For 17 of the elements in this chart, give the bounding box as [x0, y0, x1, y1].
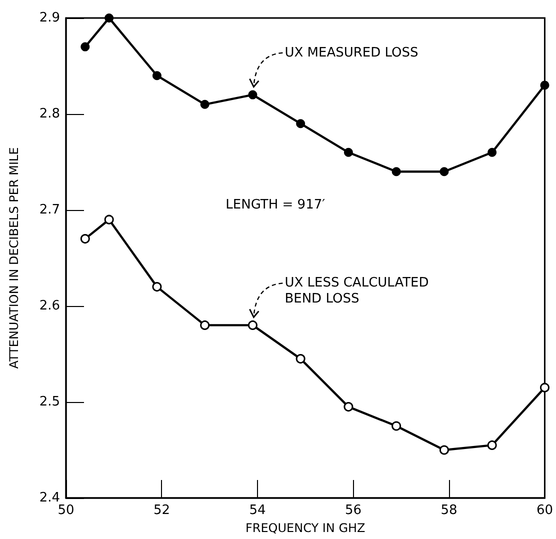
y-tick-label: 2.7	[39, 202, 60, 218]
x-tick-label: 54	[249, 503, 266, 518]
x-tick-label: 58	[440, 503, 458, 518]
annotation: UX MEASURED LOSS	[284, 45, 418, 60]
y-tick-label: 2.4	[39, 490, 60, 506]
x-axis-title: FREQUENCY IN GHZ	[245, 521, 366, 535]
y-tick-label: 2.5	[39, 394, 60, 410]
x-tick-label: 60	[536, 503, 553, 518]
y-tick-label: 2.9	[39, 10, 60, 26]
x-tick-label: 50	[58, 503, 74, 518]
annotation: UX LESS CALCULATED BEND LOSS	[284, 276, 429, 307]
y-tick-label: 2.8	[39, 106, 60, 122]
y-axis-title: ATTENUATION IN DECIBELS PER MILE	[7, 147, 21, 369]
annotation: LENGTH = 917′	[226, 198, 326, 212]
x-tick-label: 56	[344, 503, 362, 518]
x-tick-label: 52	[153, 503, 170, 518]
y-tick-label: 2.6	[39, 298, 60, 314]
